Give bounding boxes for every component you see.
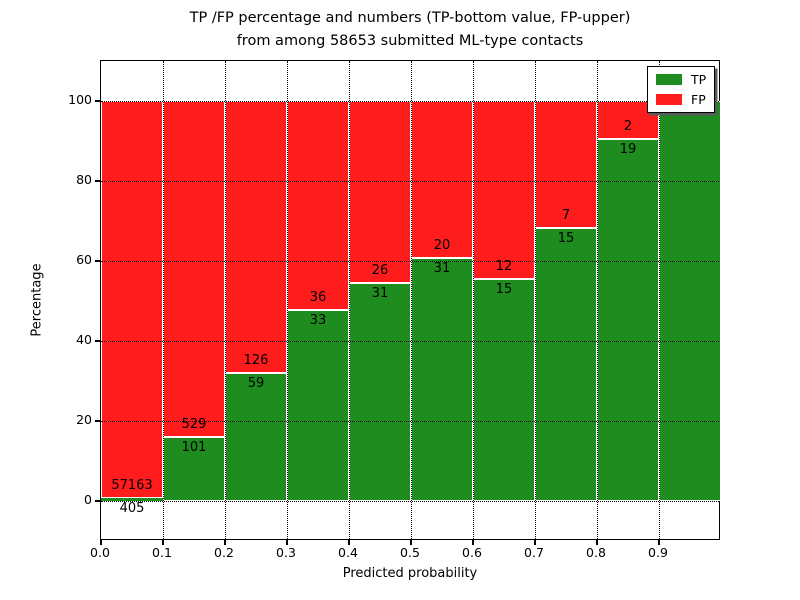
y-tick-mark xyxy=(95,100,101,102)
x-tick-label: 0.8 xyxy=(586,545,606,560)
x-tick-label: 0.4 xyxy=(338,545,358,560)
x-tick-mark xyxy=(224,539,226,545)
y-tick-mark xyxy=(95,180,101,182)
chart-title-line1: TP /FP percentage and numbers (TP-bottom… xyxy=(189,10,631,26)
y-tick-label: 80 xyxy=(76,172,92,187)
tp-count-label: 19 xyxy=(619,142,637,158)
tp-bar-segment xyxy=(473,278,535,501)
x-gridline xyxy=(224,61,226,539)
x-tick-mark xyxy=(534,539,536,545)
y-tick-label: 100 xyxy=(68,92,92,107)
fp-bar-segment xyxy=(473,101,535,279)
legend-label-fp: FP xyxy=(691,92,706,107)
x-gridline xyxy=(534,61,536,539)
x-gridline xyxy=(658,61,660,539)
fp-count-label: 20 xyxy=(433,237,451,253)
tp-count-label: 405 xyxy=(119,501,145,517)
chart-title-line2: from among 58653 submitted ML-type conta… xyxy=(236,33,584,49)
legend: TP FP xyxy=(647,66,716,113)
y-gridline xyxy=(101,180,719,182)
tp-bar-segment xyxy=(287,309,349,501)
y-gridline xyxy=(101,420,719,422)
y-gridline xyxy=(101,340,719,342)
tp-bar-segment xyxy=(535,228,597,501)
x-gridline xyxy=(472,61,474,539)
x-gridline xyxy=(286,61,288,539)
fp-bar-segment xyxy=(101,101,163,499)
x-tick-mark xyxy=(162,539,164,545)
x-tick-label: 0.3 xyxy=(276,545,296,560)
tp-count-label: 59 xyxy=(247,376,265,392)
x-gridline xyxy=(162,61,164,539)
legend-swatch-tp-icon xyxy=(656,74,682,85)
plot-area: 57163 405 529 101 126 59 36 33 26 31 20 31 12 15 7 15 2 1… xyxy=(95,60,721,545)
legend-row-fp: FP xyxy=(656,92,706,107)
tp-count-label: 31 xyxy=(371,286,389,302)
fp-bar-segment xyxy=(411,101,473,258)
x-tick-mark xyxy=(348,539,350,545)
fp-bar-segment xyxy=(349,101,411,284)
x-tick-label: 0.0 xyxy=(90,545,110,560)
y-tick-label: 60 xyxy=(76,252,92,267)
tp-count-label: 101 xyxy=(181,439,207,455)
tp-count-label: 15 xyxy=(557,231,575,247)
fp-bar-segment xyxy=(535,101,597,229)
y-tick-label: 0 xyxy=(84,492,92,507)
x-tick-mark xyxy=(596,539,598,545)
y-tick-label: 20 xyxy=(76,412,92,427)
x-axis-label: Predicted probability xyxy=(342,566,478,581)
y-tick-label: 40 xyxy=(76,332,92,347)
fp-count-label: 12 xyxy=(495,258,513,274)
legend-row-tp: TP xyxy=(656,72,706,87)
tp-bar-segment xyxy=(659,101,721,501)
fp-count-label: 7 xyxy=(561,208,571,224)
y-tick-mark xyxy=(95,420,101,422)
fp-count-label: 36 xyxy=(309,289,327,305)
y-gridline xyxy=(101,100,719,102)
fp-bar-segment xyxy=(163,101,225,437)
x-tick-mark xyxy=(286,539,288,545)
tp-bar-segment xyxy=(101,498,163,501)
legend-swatch-fp-icon xyxy=(656,94,682,105)
chart-title: TP /FP percentage and numbers (TP-bottom… xyxy=(90,7,730,53)
x-gridline xyxy=(348,61,350,539)
x-tick-mark xyxy=(410,539,412,545)
tp-bar-segment xyxy=(163,436,225,501)
x-tick-label: 0.6 xyxy=(462,545,482,560)
fp-count-label: 2 xyxy=(623,119,633,135)
y-tick-mark xyxy=(95,340,101,342)
y-axis-label: Percentage xyxy=(29,263,45,337)
x-tick-mark xyxy=(100,539,102,545)
x-tick-mark xyxy=(658,539,660,545)
fp-count-label: 529 xyxy=(181,416,207,432)
tp-bar-segment xyxy=(225,373,287,501)
x-tick-mark xyxy=(472,539,474,545)
x-tick-label: 0.1 xyxy=(152,545,172,560)
tp-count-label: 15 xyxy=(495,281,513,297)
fp-count-label: 126 xyxy=(243,353,269,369)
x-gridline xyxy=(410,61,412,539)
y-tick-mark xyxy=(95,500,101,502)
x-gridline xyxy=(596,61,598,539)
tp-count-label: 33 xyxy=(309,312,327,328)
fp-count-label: 26 xyxy=(371,263,389,279)
y-gridline xyxy=(101,260,719,262)
tp-count-label: 31 xyxy=(433,260,451,276)
y-gridline xyxy=(101,500,719,502)
y-tick-mark xyxy=(95,260,101,262)
x-tick-label: 0.2 xyxy=(214,545,234,560)
tp-bar-segment xyxy=(411,257,473,501)
fp-bar-segment xyxy=(287,101,349,310)
fp-bar-segment xyxy=(225,101,287,374)
x-tick-label: 0.7 xyxy=(524,545,544,560)
tp-bar-segment xyxy=(349,283,411,501)
fp-count-label: 57163 xyxy=(111,478,153,494)
tp-bar-segment xyxy=(597,139,659,501)
x-tick-label: 0.5 xyxy=(400,545,420,560)
legend-label-tp: TP xyxy=(691,72,707,87)
x-tick-label: 0.9 xyxy=(648,545,668,560)
